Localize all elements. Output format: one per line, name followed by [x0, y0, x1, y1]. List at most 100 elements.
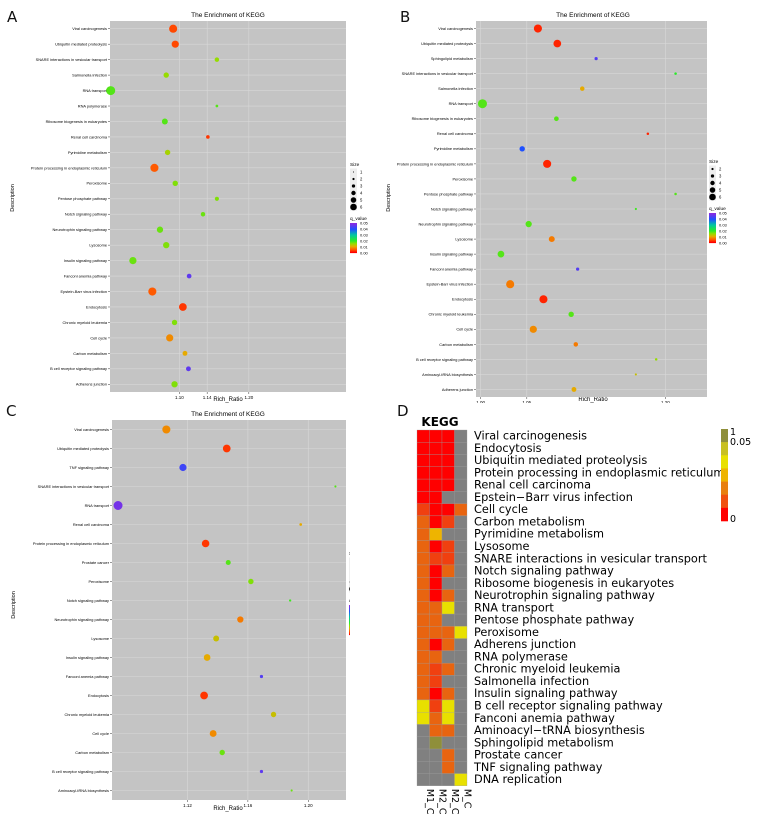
y-tick-label: Ubiquitin mediated proteolysis	[57, 446, 109, 451]
legend-color-strip	[349, 622, 350, 624]
heatmap-column-label: M2_C2	[436, 789, 447, 815]
legend-size-key-bg	[349, 557, 350, 565]
data-point	[129, 257, 137, 265]
data-point	[237, 616, 244, 623]
legend-color-label: 0.02	[719, 229, 728, 234]
y-tick-label: B cell receptor signaling pathway	[50, 366, 107, 371]
y-tick-label: Aminoacyl-tRNA biosynthesis	[58, 788, 109, 793]
legend-color-strip	[350, 247, 357, 249]
heatmap-cell	[429, 491, 443, 504]
heatmap-cell	[454, 552, 468, 566]
heatmap-cell	[454, 454, 468, 467]
data-point	[594, 56, 598, 61]
y-tick-label: Prostate cancer	[82, 560, 110, 565]
legend-color-strip	[349, 611, 350, 613]
data-point	[179, 303, 187, 311]
heatmap-cell	[416, 528, 430, 541]
y-tick-label: Protein processing in endoplasmic reticu…	[397, 161, 473, 166]
y-tick-label: SNARE interactions in vesicular transpor…	[36, 57, 108, 62]
y-tick-label: Salmonella infection	[438, 86, 473, 91]
legend-color-label: 0.00	[360, 251, 369, 256]
heatmap-cell	[429, 528, 443, 541]
heatmap-cell	[441, 724, 455, 737]
y-tick-label: Lysosome	[89, 243, 107, 248]
data-point	[270, 711, 277, 718]
y-tick-label: Viral carcinogenesis	[438, 26, 473, 31]
heatmap-row-label: Protein processing in endoplasmic reticu…	[474, 466, 724, 479]
data-point	[171, 40, 179, 48]
data-point	[548, 236, 555, 243]
legend-color-strip	[709, 218, 716, 220]
y-tick-label: RNA transport	[85, 503, 110, 508]
data-point	[674, 72, 677, 75]
legend-color-strip	[350, 230, 357, 232]
legend-color-strip	[350, 245, 357, 247]
heatmap-cell	[441, 761, 455, 774]
heatmap-cell	[416, 699, 430, 713]
data-point	[161, 118, 168, 125]
legend-color-strip	[709, 232, 716, 234]
heatmap-cell	[429, 626, 443, 639]
legend-color-strip	[721, 468, 728, 482]
heatmap-cell	[429, 712, 443, 725]
heatmap-cell	[429, 748, 443, 762]
y-tick-label: Cell cycle	[456, 327, 473, 332]
legend-color-strip	[709, 217, 716, 219]
data-point	[169, 24, 178, 33]
data-point	[200, 691, 208, 700]
legend-color-strip	[709, 219, 716, 221]
legend-color-strip	[350, 249, 357, 251]
data-point	[290, 789, 293, 792]
heatmap-column-label: M1_C1	[424, 789, 435, 815]
heatmap-cell	[416, 503, 430, 517]
legend-size-key	[352, 171, 355, 173]
legend-color-strip	[349, 634, 350, 636]
legend-size-key	[352, 177, 355, 181]
heatmap-title: KEGG	[421, 415, 458, 429]
heatmap-cell	[416, 515, 430, 529]
x-tick-label: 1.20	[244, 395, 253, 400]
y-axis-title: Description	[10, 184, 16, 212]
legend-color-strip	[709, 239, 716, 241]
legend-color-strip	[349, 617, 350, 619]
heatmap-cell	[441, 650, 455, 664]
heatmap-cell	[454, 638, 468, 652]
legend-color-strip	[350, 243, 357, 245]
legend-color-strip	[709, 213, 716, 215]
legend-color-strip	[350, 250, 357, 252]
legend-color-strip	[709, 215, 716, 217]
heatmap-row-label: Fanconi anemia pathway	[474, 712, 615, 725]
y-tick-label: Fanconi anemia pathway	[430, 267, 473, 272]
legend-color-label: 0.05	[719, 211, 728, 216]
heatmap-cell	[454, 761, 468, 774]
y-tick-label: Neurotrophin signaling pathway	[418, 221, 473, 226]
data-point	[554, 116, 559, 122]
legend-color-title: q_value	[349, 598, 350, 604]
legend-size-label: 5	[719, 188, 722, 193]
heatmap-cell	[454, 515, 468, 529]
legend-size-title: Size	[349, 551, 350, 557]
legend-color-strip	[349, 628, 350, 630]
heatmap-cell	[416, 491, 430, 504]
y-tick-label: Neurotrophin signaling pathway	[54, 617, 109, 622]
data-point	[259, 769, 264, 774]
heatmap-row-label: Peroxisome	[474, 626, 539, 639]
heatmap-cell	[429, 687, 443, 701]
heatmap-row-label: Pyrimidine metabolism	[474, 528, 604, 541]
heatmap-row-label: Chronic myeloid leukemia	[474, 663, 620, 676]
heatmap-row-label: SNARE interactions in vesicular transpor…	[474, 552, 707, 565]
heatmap-cell	[416, 724, 430, 737]
legend-color-label: 0.03	[719, 223, 728, 228]
legend-color-strip	[709, 214, 716, 216]
chart-title: The Enrichment of KEGG	[191, 411, 265, 418]
heatmap-cell	[454, 491, 468, 504]
data-point	[299, 523, 303, 526]
y-tick-label: Lysosome	[91, 636, 109, 641]
heatmap-cell	[441, 564, 455, 578]
y-tick-label: Renal cell carcinoma	[73, 522, 110, 527]
heatmap-cell	[454, 589, 468, 602]
legend-color-strip	[709, 231, 716, 233]
data-point	[172, 180, 178, 187]
y-tick-label: Renal cell carcinoma	[71, 134, 108, 139]
data-point	[576, 267, 580, 271]
